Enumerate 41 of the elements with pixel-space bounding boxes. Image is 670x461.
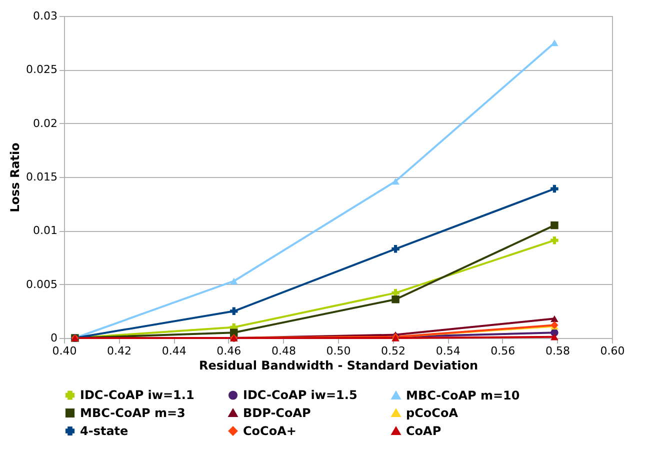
y-tick-label: 0.01 (33, 224, 58, 238)
legend-label: IDC-CoAP iw=1.1 (80, 388, 194, 402)
x-tick-label: 0.56 (490, 344, 516, 358)
x-tick-label: 0.58 (545, 344, 570, 358)
point (550, 334, 558, 340)
x-tick-label: 0.42 (107, 344, 132, 358)
y-tick-label: 0.02 (33, 116, 58, 130)
point (230, 328, 238, 337)
point (550, 39, 558, 46)
x-tick-label: 0.60 (600, 344, 625, 358)
legend-label: MBC-CoAP m=10 (406, 388, 520, 402)
point (392, 295, 400, 304)
point (392, 178, 400, 185)
y-tick-label: 0.005 (26, 278, 58, 291)
x-tick-label: 0.40 (52, 344, 77, 358)
x-axis-title: Residual Bandwidth - Standard Deviation (198, 358, 478, 372)
legend-label: CoCoA+ (243, 424, 296, 438)
legend-label: MBC-CoAP m=3 (80, 406, 186, 420)
legend-label: pCoCoA (406, 406, 459, 420)
legend-label: CoAP (406, 424, 442, 438)
point (230, 278, 238, 284)
y-tick-label: 0 (50, 332, 58, 344)
x-tick-label: 0.50 (326, 344, 351, 358)
point (392, 245, 400, 253)
point (550, 236, 558, 244)
x-tick-label: 0.52 (381, 344, 406, 358)
y-tick-label: 0.025 (26, 63, 58, 76)
y-axis-title: Loss Ratio (8, 142, 22, 212)
point (550, 221, 558, 230)
x-tick-label: 0.44 (162, 344, 186, 358)
x-tick-label: 0.54 (436, 344, 460, 358)
legend-label: IDC-CoAP iw=1.5 (243, 388, 358, 402)
x-tick-label: 0.46 (216, 344, 242, 358)
point (550, 184, 558, 193)
x-tick-label: 0.48 (271, 344, 296, 358)
point (550, 315, 558, 322)
y-tick-label: 0.03 (33, 10, 58, 22)
legend-label: BDP-CoAP (243, 406, 312, 420)
legend-label: 4-state (80, 424, 128, 438)
y-tick-label: 0.015 (26, 170, 58, 184)
point (230, 307, 238, 316)
